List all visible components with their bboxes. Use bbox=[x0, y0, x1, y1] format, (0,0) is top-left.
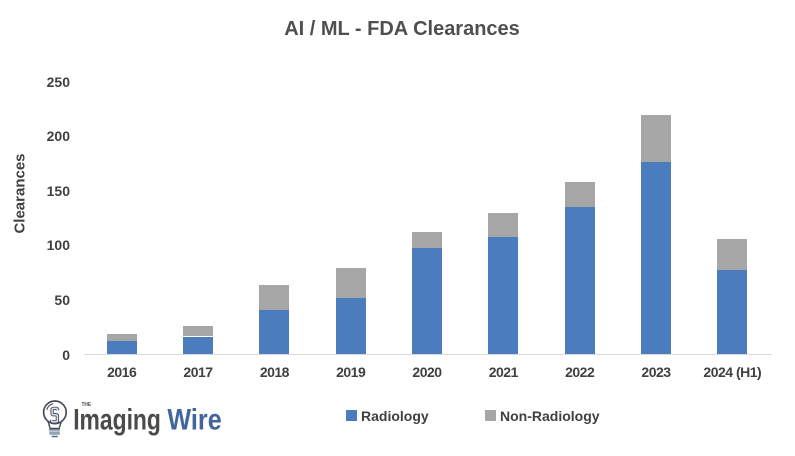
svg-text:Imaging: Imaging bbox=[73, 403, 161, 436]
svg-text:Wire: Wire bbox=[167, 403, 221, 436]
svg-text:THE: THE bbox=[82, 402, 92, 408]
